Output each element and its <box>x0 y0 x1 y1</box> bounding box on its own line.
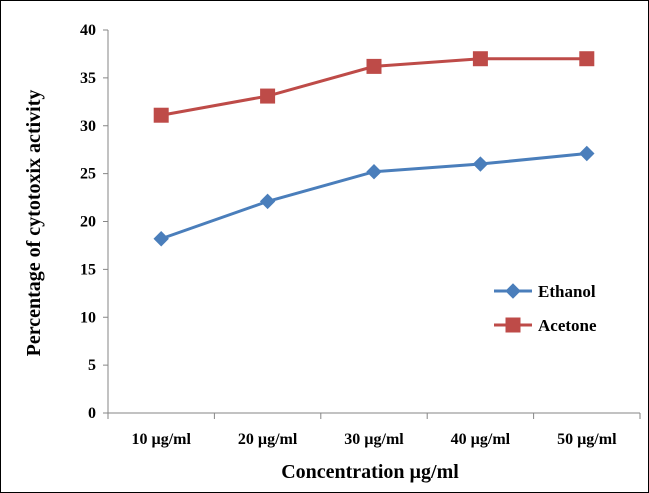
data-point-square <box>579 51 595 67</box>
data-point-diamond <box>259 193 276 210</box>
y-tick-label: 20 <box>80 214 96 231</box>
data-point-square <box>472 51 488 67</box>
series-acetone <box>153 51 595 123</box>
x-tick-labels: 10 µg/ml 20 µg/ml 30 µg/ml 40 µg/ml 50 µg/ml <box>131 431 617 448</box>
data-point-diamond <box>153 231 169 247</box>
y-tick-label: 15 <box>80 261 96 278</box>
y-tick-label: 10 <box>80 309 96 326</box>
x-tick-label: 50 µg/ml <box>557 431 617 448</box>
legend-item: Ethanol <box>494 282 596 301</box>
y-tick-label: 25 <box>80 166 96 183</box>
legend: Ethanol Acetone <box>494 282 597 335</box>
data-point-diamond <box>579 145 595 162</box>
x-tick-label: 40 µg/ml <box>451 431 511 448</box>
data-point-square <box>153 107 169 123</box>
series-ethanol <box>153 145 595 247</box>
x-tick-label: 20 µg/ml <box>238 431 298 448</box>
data-point-diamond <box>472 156 489 172</box>
data-point-diamond <box>366 164 382 180</box>
y-tick-label: 30 <box>80 118 96 135</box>
legend-label: Ethanol <box>538 282 596 301</box>
x-tick-label: 10 µg/ml <box>131 431 191 448</box>
x-tick-label: 30 µg/ml <box>344 431 404 448</box>
x-axis-title: Concentration µg/ml <box>281 461 459 483</box>
data-point-square <box>366 58 382 74</box>
legend-label: Acetone <box>538 316 597 335</box>
y-tick-label: 40 <box>80 22 96 39</box>
y-tick-label: 0 <box>88 405 96 422</box>
legend-item: Acetone <box>494 316 597 335</box>
y-tick-labels: 0 5 10 15 20 25 30 35 40 <box>80 22 96 422</box>
y-tick-label: 35 <box>80 70 96 87</box>
y-tick-label: 5 <box>88 357 96 374</box>
legend-marker <box>505 283 521 299</box>
y-axis-title: Percentage of cytotoxix activity <box>23 90 45 357</box>
data-point-square <box>260 88 276 104</box>
legend-marker <box>505 317 521 333</box>
axes <box>103 29 641 419</box>
series-group <box>153 51 595 247</box>
